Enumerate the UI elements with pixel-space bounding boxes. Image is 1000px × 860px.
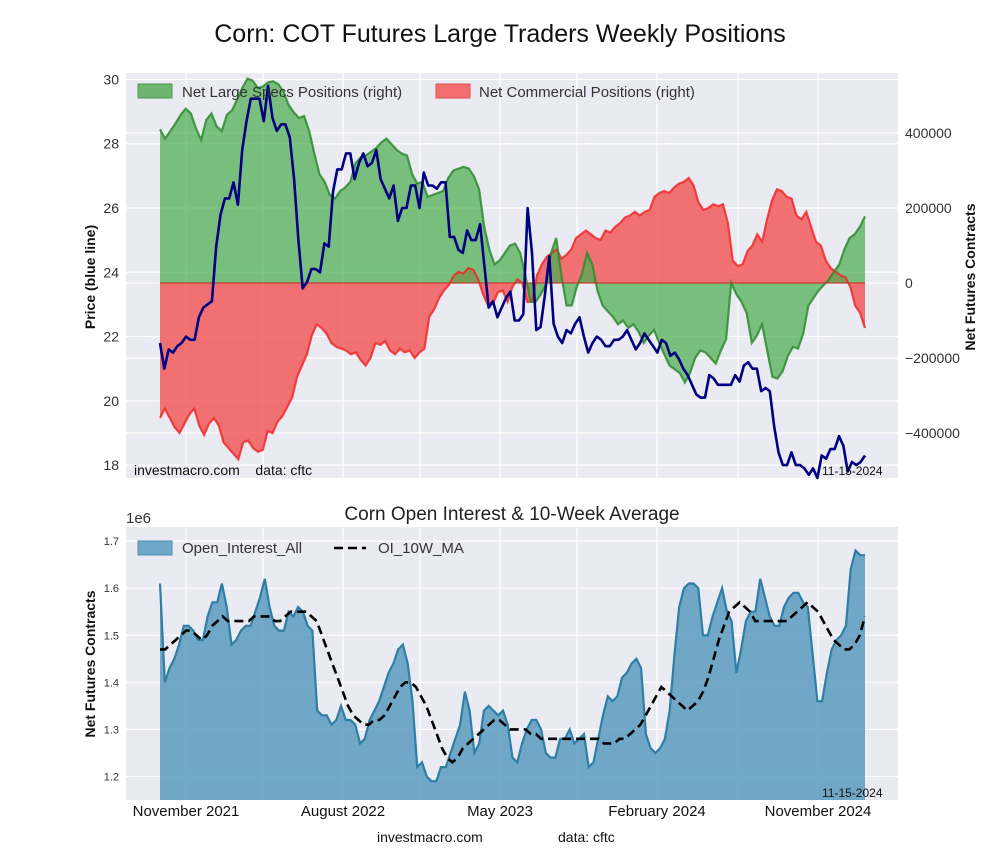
date-tick-label: November 2024 bbox=[765, 803, 872, 820]
specs-area bbox=[160, 78, 865, 383]
open-interest-legend: Open_Interest_All OI_10W_MA bbox=[137, 540, 464, 557]
positions-legend: Net Large Specs Positions (right) Net Co… bbox=[137, 83, 695, 101]
price-axis-label: Price (blue line) bbox=[82, 225, 98, 329]
contracts-tick-label: 200000 bbox=[905, 200, 952, 216]
price-tick-label: 26 bbox=[103, 200, 119, 216]
open-interest-tick-label: 1.3 bbox=[104, 724, 119, 736]
open-interest-title: Corn Open Interest & 10-Week Average bbox=[344, 504, 679, 525]
price-line bbox=[158, 84, 867, 480]
date-tick-label: November 2021 bbox=[133, 803, 240, 820]
contracts-tick-label: 400000 bbox=[905, 125, 952, 141]
legend-label-commercial: Net Commercial Positions (right) bbox=[479, 84, 695, 101]
date-tick-label: August 2022 bbox=[301, 803, 385, 820]
open-interest-x-ticks: November 2021 August 2022 May 2023 February… bbox=[133, 803, 872, 820]
legend-swatch-open-interest bbox=[137, 540, 173, 556]
positions-date-note: 11-15-2024 bbox=[822, 464, 883, 478]
legend-label-ma: OI_10W_MA bbox=[378, 540, 464, 557]
open-interest-line bbox=[158, 548, 865, 783]
open-interest-scale-label: 1e6 bbox=[126, 510, 151, 527]
contracts-tick-label: 0 bbox=[905, 275, 913, 291]
open-interest-tick-label: 1.4 bbox=[104, 677, 119, 689]
price-tick-label: 28 bbox=[103, 136, 119, 152]
footer-source: data: cftc bbox=[558, 829, 615, 845]
figure-title: Corn: COT Futures Large Traders Weekly P… bbox=[214, 20, 786, 48]
contracts-tick-label: −400000 bbox=[905, 425, 960, 441]
positions-areas bbox=[159, 77, 867, 462]
moving-average-line bbox=[160, 600, 867, 765]
price-tick-label: 20 bbox=[103, 393, 119, 409]
legend-swatch-specs bbox=[137, 83, 173, 99]
legend-swatch-commercial bbox=[435, 83, 471, 99]
open-interest-tick-label: 1.2 bbox=[104, 771, 119, 783]
commercial-area bbox=[160, 178, 865, 460]
price-tick-label: 18 bbox=[103, 457, 119, 473]
positions-chart: 18 20 22 24 26 28 30 −400000 −200000 0 200000 4000… bbox=[82, 71, 978, 480]
positions-source-note: investmacro.com data: cftc bbox=[134, 462, 312, 478]
commercial-line bbox=[159, 176, 867, 462]
date-tick-label: May 2023 bbox=[467, 803, 533, 820]
contracts-tick-label: −200000 bbox=[905, 350, 960, 366]
open-interest-date-note: 11-15-2024 bbox=[822, 786, 883, 800]
open-interest-tick-label: 1.6 bbox=[104, 583, 119, 595]
open-interest-axis-label: Net Futures Contracts bbox=[82, 590, 98, 737]
price-tick-label: 24 bbox=[103, 264, 119, 280]
open-interest-area bbox=[160, 550, 865, 800]
contracts-axis-label: Net Futures Contracts bbox=[962, 203, 978, 350]
price-axis-ticks: 18 20 22 24 26 28 30 bbox=[103, 71, 119, 473]
legend-label-open-interest: Open_Interest_All bbox=[182, 540, 302, 557]
date-tick-label: February 2024 bbox=[608, 803, 706, 820]
open-interest-chart: Corn Open Interest & 10-Week Average 1e6… bbox=[82, 504, 898, 820]
open-interest-series bbox=[158, 548, 867, 800]
open-interest-tick-label: 1.7 bbox=[104, 536, 119, 548]
price-line-group bbox=[158, 84, 867, 480]
open-interest-tick-label: 1.5 bbox=[104, 630, 119, 642]
price-tick-label: 30 bbox=[103, 71, 119, 87]
price-tick-label: 22 bbox=[103, 329, 119, 345]
open-interest-y-ticks: 1.2 1.3 1.4 1.5 1.6 1.7 bbox=[104, 536, 119, 783]
footer-site: investmacro.com bbox=[377, 829, 483, 845]
legend-label-specs: Net Large Specs Positions (right) bbox=[182, 84, 402, 101]
specs-line bbox=[159, 77, 866, 385]
contracts-axis-ticks: −400000 −200000 0 200000 400000 bbox=[905, 125, 960, 441]
